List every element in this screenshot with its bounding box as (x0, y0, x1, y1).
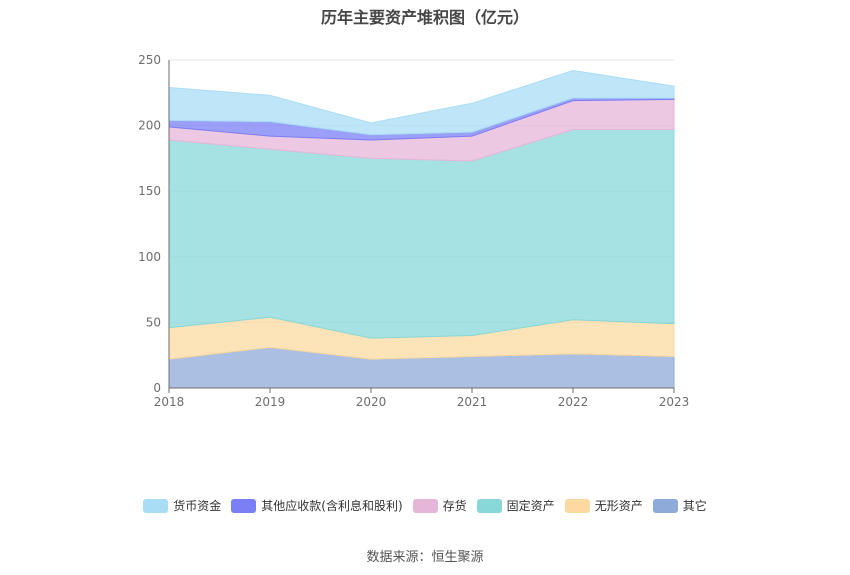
legend-item[interactable]: 无形资产 (564, 497, 643, 514)
legend-swatch (564, 498, 590, 513)
x-tick-label: 2019 (255, 395, 286, 409)
x-tick-label: 2020 (356, 395, 387, 409)
legend-item[interactable]: 固定资产 (476, 497, 555, 514)
chart-title: 历年主要资产堆积图（亿元） (320, 8, 529, 27)
legend-label: 其他应收款(含利息和股利) (261, 499, 403, 513)
stacked-area-chart: 0 50 100 150 200 250 2018 2019 2020 2021 2022 2023 (138, 53, 690, 409)
chart-legend: 货币资金 其他应收款(含利息和股利) 存货 固定资产 无形资产 其它 (0, 497, 850, 514)
area-货币资金 (168, 69, 675, 136)
y-tick-label: 200 (138, 119, 161, 133)
y-tick-label: 150 (138, 184, 161, 198)
legend-swatch (652, 498, 678, 513)
legend-item[interactable]: 其他应收款(含利息和股利) (231, 497, 403, 514)
y-tick-label: 0 (153, 381, 161, 395)
x-tick-label: 2023 (659, 395, 690, 409)
legend-label: 货币资金 (173, 499, 222, 513)
legend-label: 固定资产 (506, 499, 555, 513)
legend-label: 无形资产 (594, 499, 643, 513)
legend-swatch (143, 498, 169, 513)
legend-label: 其它 (682, 499, 707, 513)
legend-swatch (476, 498, 502, 513)
legend-item[interactable]: 货币资金 (143, 497, 221, 514)
legend-swatch (412, 498, 438, 513)
y-tick-label: 50 (146, 315, 161, 329)
x-tick-label: 2018 (154, 395, 185, 409)
area-固定资产 (168, 129, 675, 339)
x-tick-label: 2022 (558, 395, 589, 409)
legend-item[interactable]: 存货 (412, 497, 467, 514)
y-tick-label: 250 (138, 53, 161, 67)
legend-item[interactable]: 其它 (652, 497, 707, 514)
legend-swatch (231, 498, 257, 513)
source-note: 数据来源：恒生聚源 (366, 550, 484, 565)
legend-label: 存货 (442, 499, 467, 513)
x-tick-label: 2021 (457, 395, 488, 409)
y-tick-label: 100 (138, 250, 161, 264)
